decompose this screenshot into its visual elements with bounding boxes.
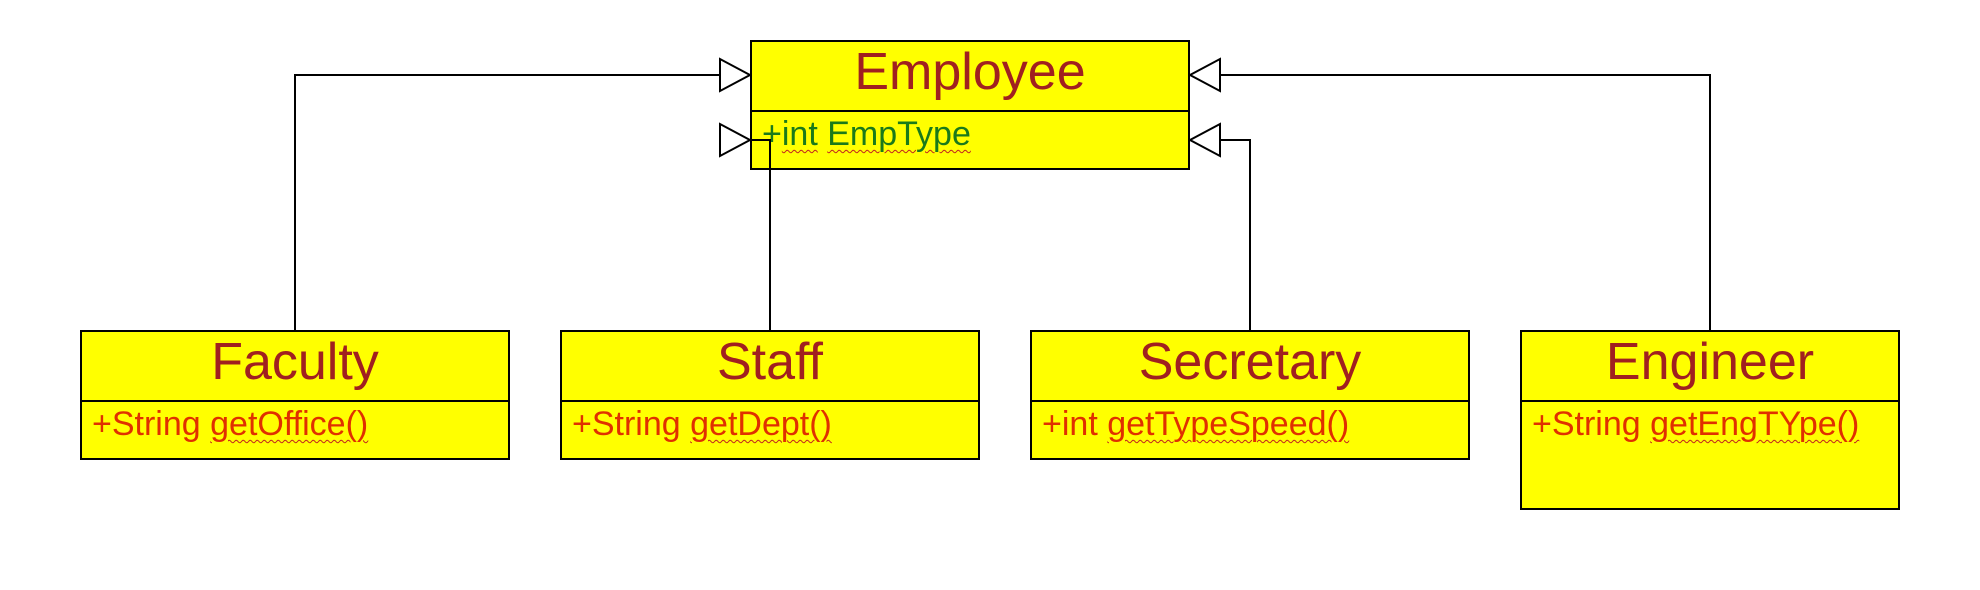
- member-type: String: [592, 405, 681, 443]
- member-name: getOffice(): [210, 405, 368, 443]
- member-visibility: +: [572, 405, 592, 443]
- member-visibility: +: [92, 405, 112, 443]
- member-name: getTypeSpeed(): [1107, 405, 1349, 443]
- member-type: int: [782, 115, 818, 153]
- member-visibility: +: [1532, 405, 1552, 443]
- member-name: getEngTYpe(): [1650, 405, 1859, 443]
- member-visibility: +: [762, 115, 782, 153]
- class-secretary-member: +int getTypeSpeed(): [1032, 402, 1468, 451]
- class-employee-member: +int EmpType: [752, 112, 1188, 161]
- class-staff: Staff +String getDept(): [560, 330, 980, 460]
- uml-diagram: Employee +int EmpType Faculty +String ge…: [0, 0, 1980, 590]
- class-employee-title: Employee: [752, 42, 1188, 112]
- class-engineer-member: +String getEngTYpe(): [1522, 402, 1898, 451]
- member-name: EmpType: [827, 115, 971, 153]
- member-name: getDept(): [690, 405, 832, 443]
- member-type: String: [112, 405, 201, 443]
- class-faculty-title: Faculty: [82, 332, 508, 402]
- class-faculty: Faculty +String getOffice(): [80, 330, 510, 460]
- class-faculty-member: +String getOffice(): [82, 402, 508, 451]
- class-secretary: Secretary +int getTypeSpeed(): [1030, 330, 1470, 460]
- class-employee: Employee +int EmpType: [750, 40, 1190, 170]
- class-engineer: Engineer +String getEngTYpe(): [1520, 330, 1900, 510]
- member-type: int: [1062, 405, 1098, 443]
- member-visibility: +: [1042, 405, 1062, 443]
- class-engineer-title: Engineer: [1522, 332, 1898, 402]
- class-staff-member: +String getDept(): [562, 402, 978, 451]
- member-type: String: [1552, 405, 1641, 443]
- class-secretary-title: Secretary: [1032, 332, 1468, 402]
- class-staff-title: Staff: [562, 332, 978, 402]
